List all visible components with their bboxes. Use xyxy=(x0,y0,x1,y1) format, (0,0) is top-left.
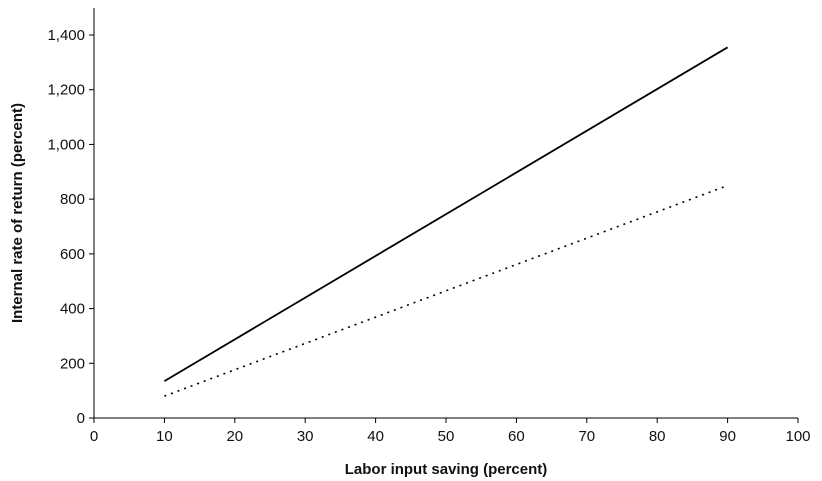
y-tick-label: 600 xyxy=(60,246,85,263)
x-tick-label: 0 xyxy=(90,428,98,445)
x-tick-label: 40 xyxy=(367,428,384,445)
x-tick-label: 30 xyxy=(297,428,314,445)
x-tick-label: 60 xyxy=(508,428,525,445)
y-tick-label: 0 xyxy=(77,410,85,427)
x-tick-label: 50 xyxy=(438,428,455,445)
y-tick-label: 1,200 xyxy=(47,82,85,99)
x-tick-label: 90 xyxy=(719,428,736,445)
y-ticks: 0 200 400 600 800 1,000 1,200 1,400 xyxy=(47,27,94,427)
axes xyxy=(93,8,798,419)
x-tick-label: 70 xyxy=(578,428,595,445)
y-tick-label: 200 xyxy=(60,355,85,372)
y-tick-label: 800 xyxy=(60,191,85,208)
y-tick-label: 400 xyxy=(60,301,85,318)
series-layer xyxy=(163,46,729,397)
x-ticks: 0 10 20 30 40 50 60 70 80 90 100 xyxy=(90,418,811,445)
series-line-solid xyxy=(163,46,729,382)
x-tick-label: 20 xyxy=(226,428,243,445)
x-tick-label: 80 xyxy=(649,428,666,445)
y-axis-title: Internal rate of return (percent) xyxy=(9,103,26,323)
x-tick-label: 100 xyxy=(785,428,810,445)
x-axis-title: Labor input saving (percent) xyxy=(345,461,548,478)
x-tick-label: 10 xyxy=(156,428,173,445)
series-line-dotted xyxy=(164,184,728,397)
y-tick-label: 1,000 xyxy=(47,136,85,153)
y-tick-label: 1,400 xyxy=(47,27,85,44)
